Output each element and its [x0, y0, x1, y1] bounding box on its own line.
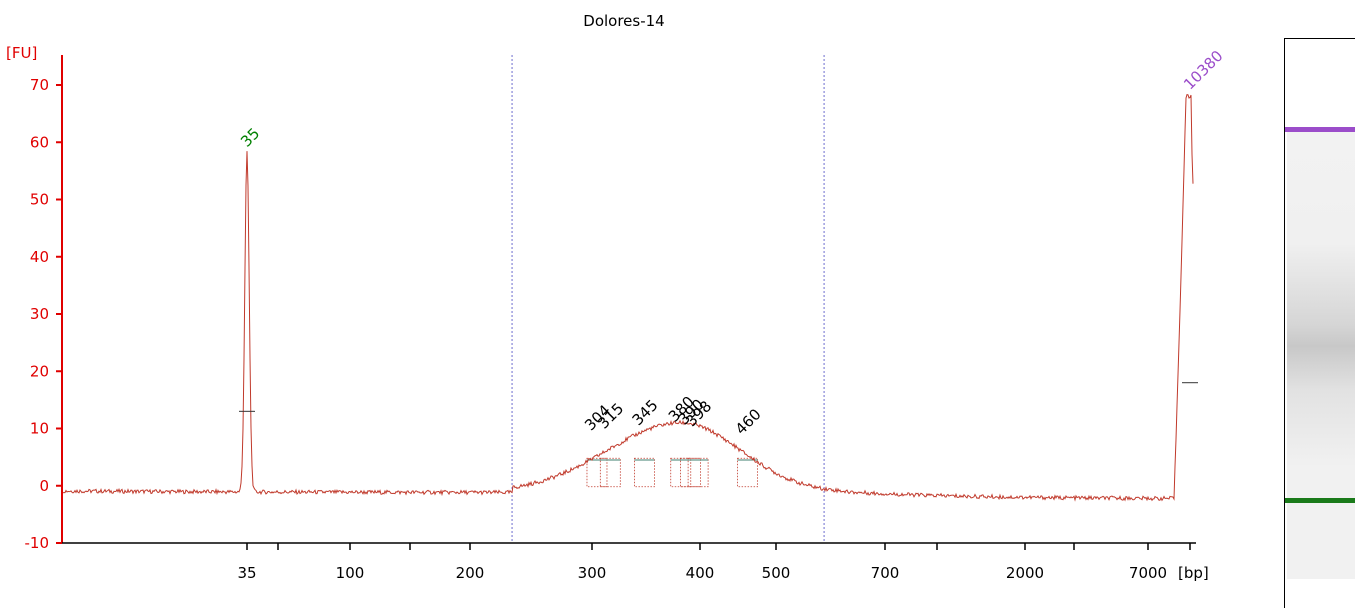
region-boundaries — [511, 55, 825, 543]
peak-box — [599, 457, 621, 488]
y-tick-label: 60 — [30, 133, 49, 151]
y-tick-label: 30 — [30, 305, 49, 323]
peak-box — [687, 457, 709, 488]
marker-peak-label: 35 — [237, 124, 263, 150]
marker-peak-label: 10380 — [1180, 47, 1226, 93]
peak-box — [634, 457, 655, 488]
gel-upper-marker-band — [1285, 127, 1355, 132]
x-tick-label: 7000 — [1129, 564, 1167, 582]
gel-lower-marker-band — [1285, 498, 1355, 503]
y-tick-label: 70 — [30, 76, 49, 94]
y-tick-label: -10 — [25, 534, 50, 552]
x-tick-label: 300 — [578, 564, 607, 582]
y-tick-label: 40 — [30, 248, 49, 266]
x-tick-label: 2000 — [1006, 564, 1044, 582]
gel-image-panel — [1284, 38, 1355, 608]
x-tick-label: 700 — [871, 564, 900, 582]
axes: [FU] [bp] -10 0 10 20 30 40 50 60 70 35 100 200 300… — [6, 44, 1209, 582]
peak-box — [737, 457, 759, 488]
y-tick-label: 20 — [30, 362, 49, 380]
y-tick-label: 50 — [30, 191, 49, 209]
x-tick-label: 35 — [237, 564, 256, 582]
peak-boxes — [586, 457, 759, 488]
electropherogram-chart: Dolores-14 [FU] [bp] -10 0 10 20 30 40 50 60 70 … — [6, 12, 1227, 582]
signal-trace — [62, 94, 1194, 502]
x-tick-label: 500 — [762, 564, 791, 582]
x-tick-label: 400 — [686, 564, 715, 582]
smear-peak-label: 345 — [629, 396, 662, 429]
y-axis-unit: [FU] — [6, 44, 37, 62]
gel-lane — [1287, 131, 1355, 579]
x-tick-label: 100 — [336, 564, 365, 582]
peak-box — [586, 457, 608, 488]
x-axis-unit: [bp] — [1178, 564, 1209, 582]
x-tick-label: 200 — [456, 564, 485, 582]
chart-title: Dolores-14 — [583, 12, 664, 30]
y-tick-label: 0 — [39, 477, 49, 495]
y-tick-label: 10 — [30, 420, 49, 438]
smear-peak-label: 460 — [732, 405, 765, 438]
